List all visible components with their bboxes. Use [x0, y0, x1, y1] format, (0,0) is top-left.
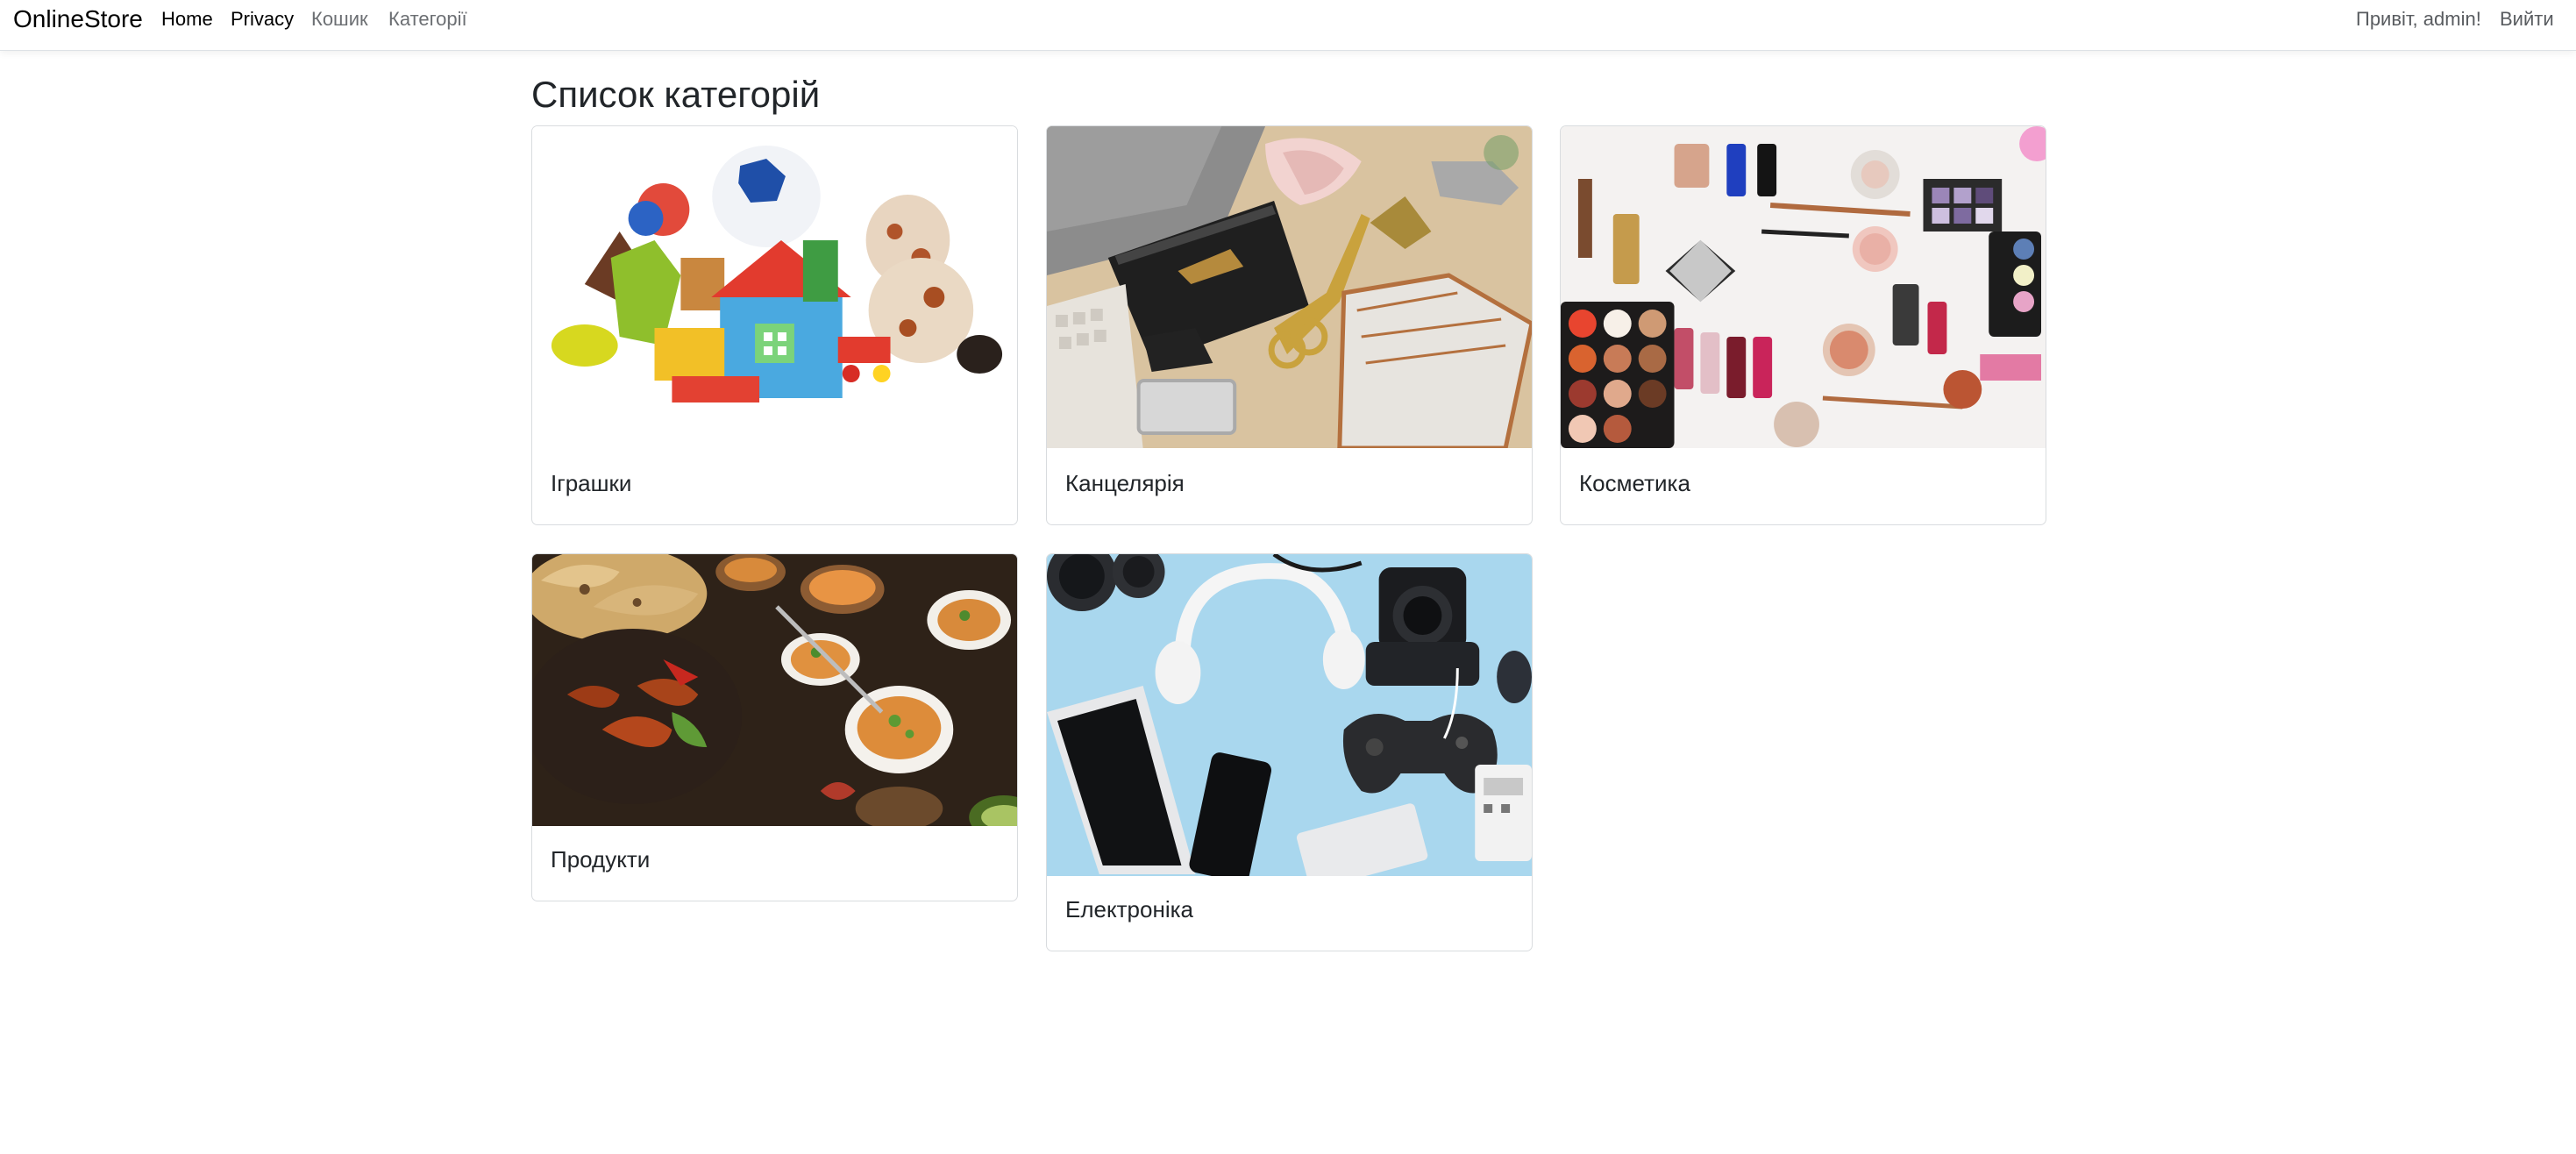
category-card-food[interactable]: Продукти	[531, 553, 1018, 901]
stationery-image	[1047, 126, 1532, 448]
category-card-electronics[interactable]: Електроніка	[1046, 553, 1533, 951]
food-image	[532, 554, 1017, 826]
category-title[interactable]: Косметика	[1579, 470, 1690, 496]
brand-logo[interactable]: OnlineStore	[13, 5, 143, 32]
user-greeting[interactable]: Привіт, admin!	[2356, 8, 2481, 30]
category-card-cosmetics[interactable]: Косметика	[1560, 125, 2046, 525]
category-card-stationery[interactable]: Канцелярія	[1046, 125, 1533, 525]
category-title[interactable]: Продукти	[551, 846, 651, 873]
top-navbar: OnlineStore Home Privacy Кошик Категорії…	[0, 0, 2576, 51]
category-title[interactable]: Електроніка	[1065, 896, 1194, 922]
nav-link-categories[interactable]: Категорії	[388, 8, 467, 30]
category-title[interactable]: Іграшки	[551, 470, 632, 496]
category-card-toys[interactable]: Іграшки	[531, 125, 1018, 525]
nav-link-privacy[interactable]: Privacy	[231, 8, 295, 30]
toys-image	[532, 126, 1017, 448]
page-title: Список категорій	[531, 74, 821, 115]
category-title[interactable]: Канцелярія	[1065, 470, 1185, 496]
logout-link[interactable]: Вийти	[2500, 8, 2554, 30]
nav-link-cart[interactable]: Кошик	[311, 8, 368, 30]
electronics-image	[1047, 554, 1532, 876]
cosmetics-image	[1561, 126, 2046, 448]
nav-link-home[interactable]: Home	[161, 8, 213, 30]
